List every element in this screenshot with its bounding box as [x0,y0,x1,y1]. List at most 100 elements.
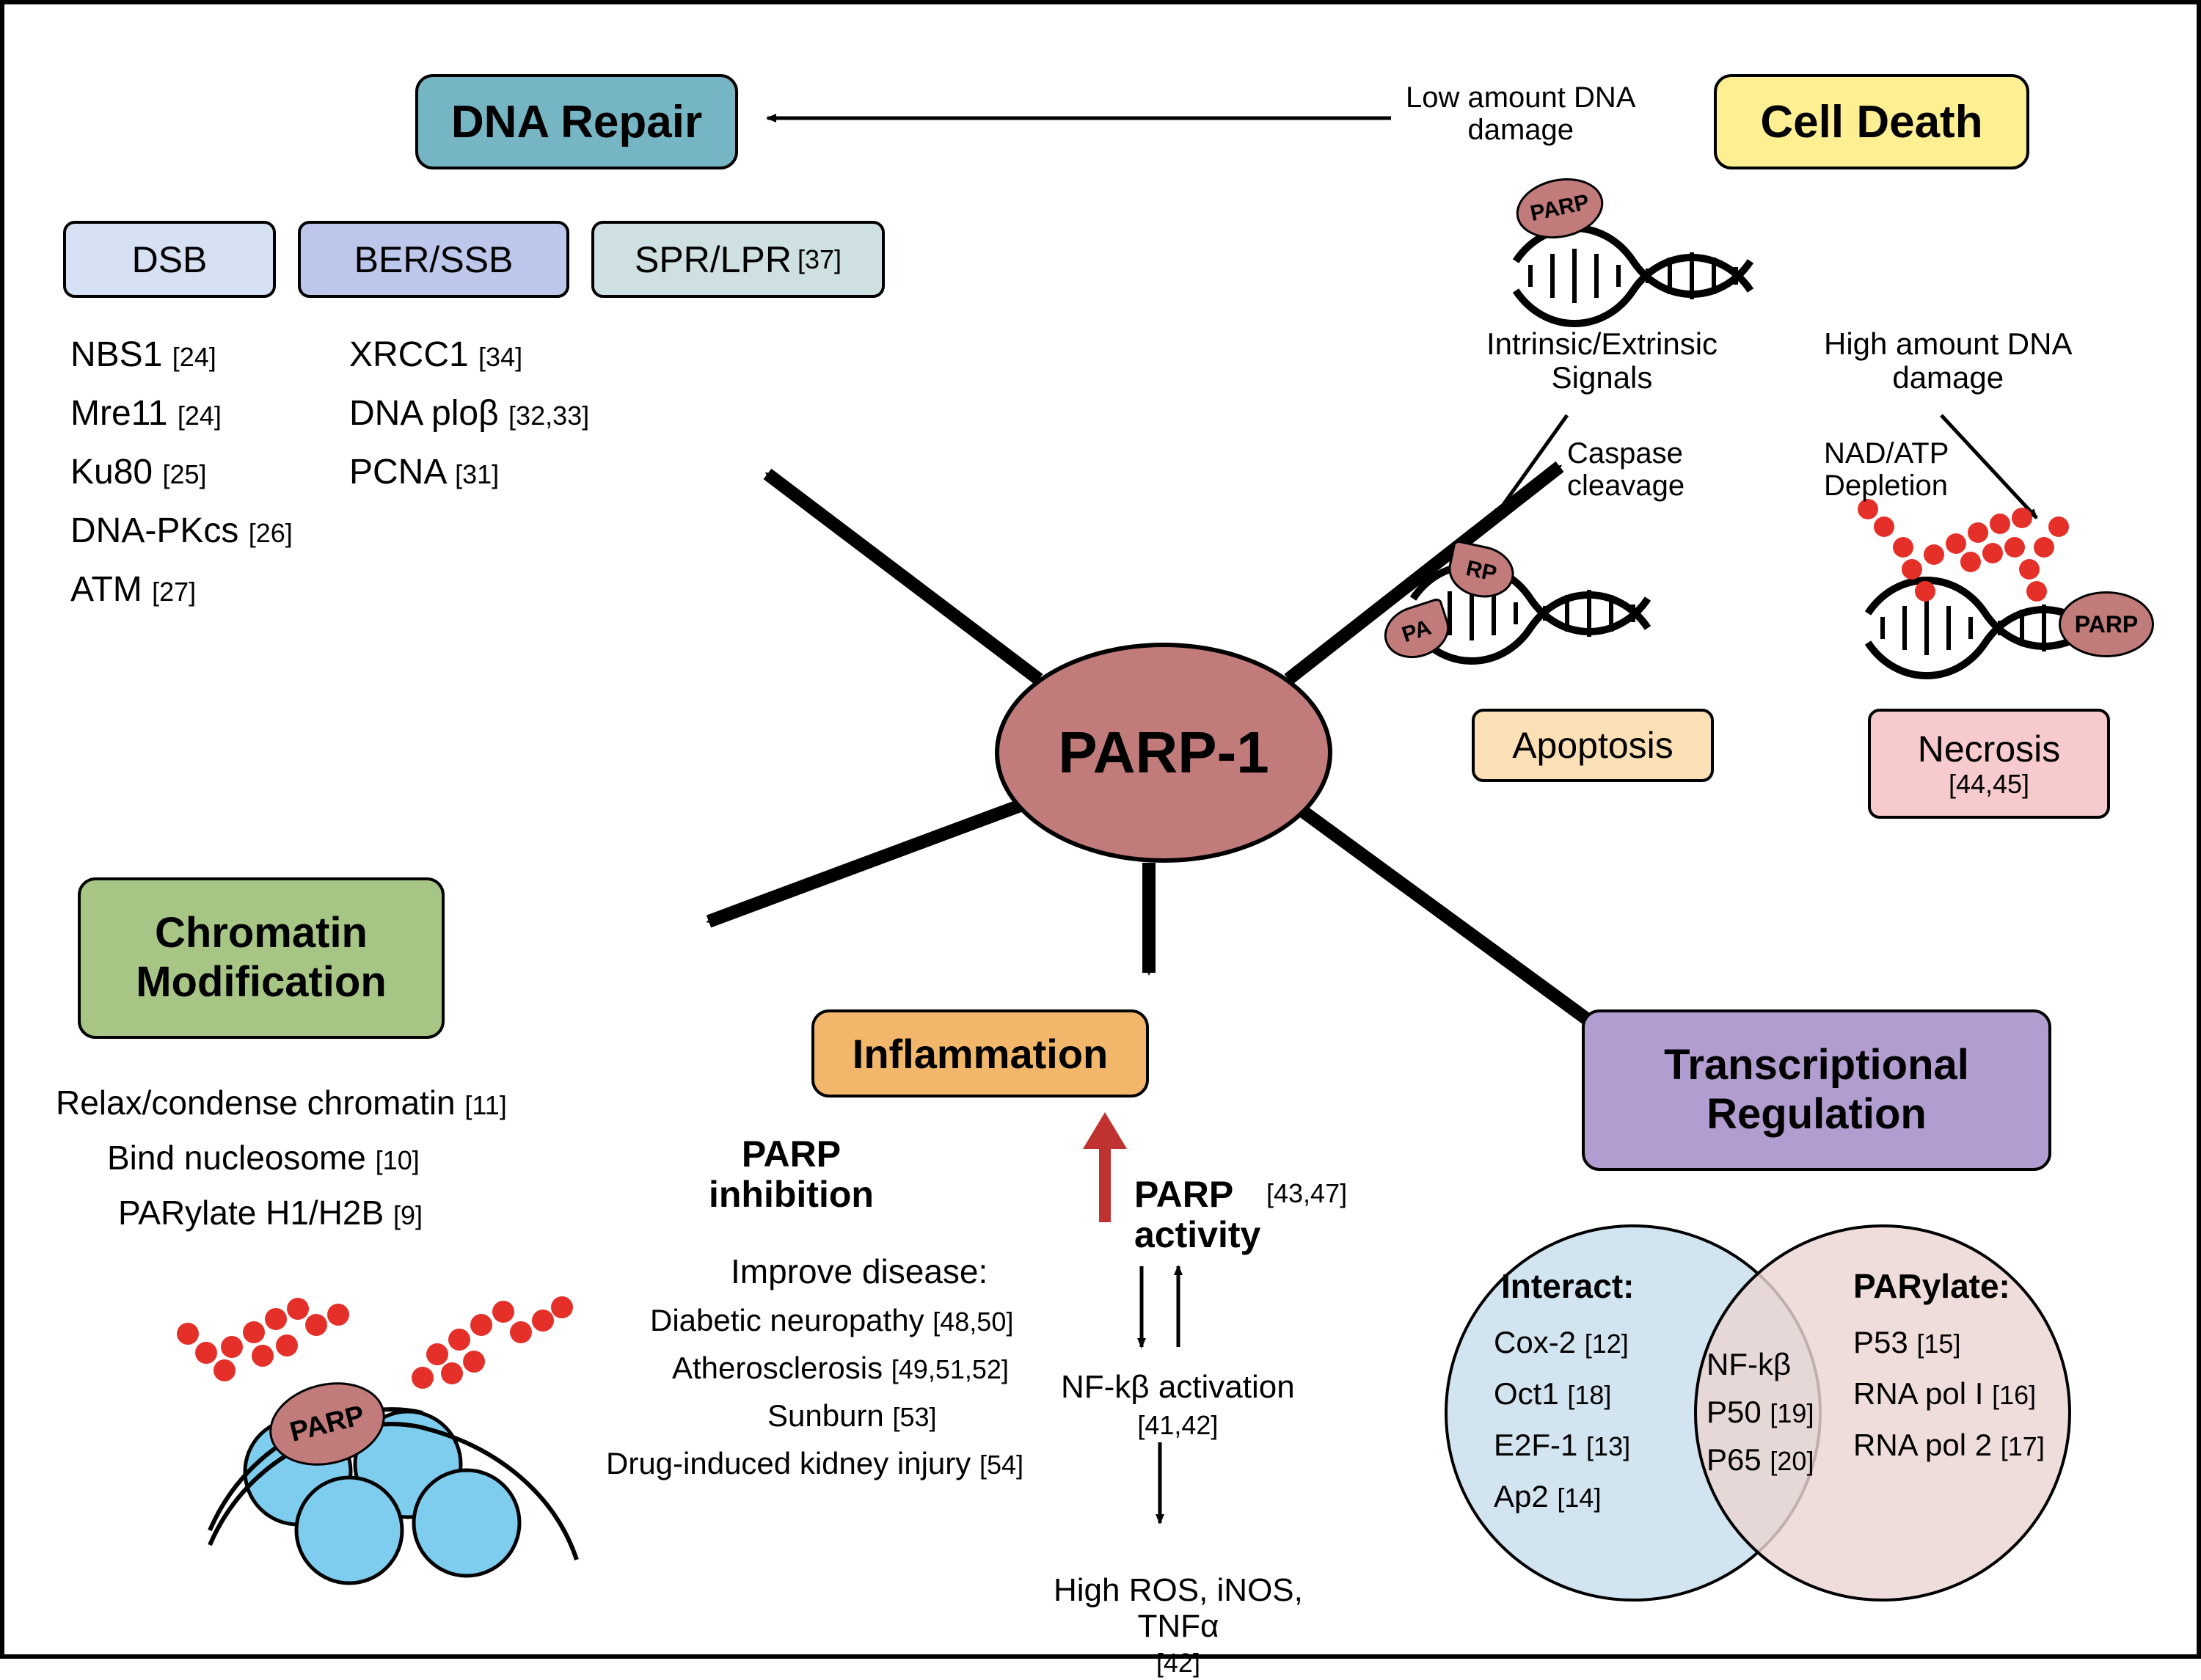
venn-overlap-2-ref: [20] [1770,1446,1814,1476]
transcription-box: Transcriptional Regulation [1582,1009,2051,1171]
ber-item-0-label: XRCC1 [349,335,469,374]
venn-overlap-1: P50 [19] [1707,1395,1814,1430]
chromatin-item-1-label: Bind nucleosome [107,1139,366,1177]
venn-right-0-ref: [15] [1916,1329,1960,1359]
venn-overlap-2: P65 [20] [1707,1442,1814,1478]
venn-overlap-2-label: P65 [1707,1442,1762,1477]
venn-right-title: PARylate: [1853,1266,2010,1306]
dsb-item-2-ref: [25] [162,459,206,489]
dsb-item-0: NBS1 [24] [70,335,216,375]
disease-3: Drug-induced kidney injury [54] [606,1446,1023,1481]
ber-item-2-label: PCNA [349,453,445,492]
venn-overlap-1-ref: [19] [1770,1398,1814,1428]
dsb-item-4: ATM [27] [70,569,196,610]
improve-disease-header: Improve disease: [731,1252,988,1291]
dsb-item-1-ref: [24] [178,401,222,431]
venn-overlap-1-label: P50 [1707,1395,1762,1429]
dsb-item-2-label: Ku80 [70,453,153,492]
venn-right-1: RNA pol I [16] [1853,1376,2036,1411]
dsb-label: DSB [132,238,208,281]
diagram-canvas: PARP-1 DNA Repair Cell Death Chromatin M… [0,0,2201,1659]
venn-left-title: Interact: [1501,1266,1634,1306]
spr-ref: [37] [797,244,842,275]
disease-2: Sunburn [53] [767,1398,937,1434]
parp-badge-chromatin: PARP [260,1370,394,1477]
ber-label: BER/SSB [354,238,514,281]
dsb-item-3: DNA-PKcs [26] [70,511,293,551]
dsb-item-1-label: Mre11 [70,394,168,433]
disease-1-ref: [49,51,52] [891,1354,1009,1384]
nucleosome [210,1409,577,1583]
chromatin-item-2: PARylate H1/H2B [9] [118,1193,423,1232]
venn-left-3: Ap2 [14] [1494,1479,1601,1514]
arrow-to-transcription [1303,811,1604,1031]
chromatin-label: Chromatin Modification [136,909,387,1007]
inflammation-box: Inflammation [811,1009,1149,1098]
rp-fragment-label: RP [1464,556,1499,587]
dna-repair-box: DNA Repair [415,74,738,169]
dsb-item-3-ref: [26] [249,518,293,548]
venn-left-2-label: E2F-1 [1494,1428,1577,1462]
parp-badge-necrosis-label: PARP [2075,611,2139,638]
ber-item-0: XRCC1 [34] [349,335,522,375]
apoptosis-label: Apoptosis [1512,724,1673,767]
ber-item-2: PCNA [31] [349,452,499,492]
disease-0: Diabetic neuropathy [48,50] [650,1303,1013,1338]
disease-2-ref: [53] [892,1402,936,1432]
dsb-item-2: Ku80 [25] [70,452,207,492]
venn-left-3-label: Ap2 [1494,1479,1549,1513]
parp-badge-intrinsic: PARP [1511,170,1609,246]
necrosis-box: Necrosis [44,45] [1868,709,2110,819]
disease-0-label: Diabetic neuropathy [650,1303,924,1337]
chromatin-par-dots [177,1296,573,1389]
venn-right-1-ref: [16] [1992,1380,2036,1410]
parp-badge-necrosis: PARP [2059,591,2154,657]
parp-activity-text: PARP activity [1134,1174,1260,1255]
pa-fragment-label: PA [1399,616,1434,649]
low-dna-damage-label: Low amount DNA damage [1406,81,1635,146]
dsb-item-4-ref: [27] [152,577,196,607]
disease-2-label: Sunburn [767,1398,884,1433]
helix-apoptosis [1413,566,1648,661]
parp-inhibition-label: PARP inhibition [709,1134,874,1215]
venn-left-1-ref: [18] [1567,1380,1611,1410]
chromatin-item-0-label: Relax/condense chromatin [56,1084,456,1122]
venn-left-3-ref: [14] [1557,1483,1601,1513]
nfkb-activation: NF-kβ activation [41,42] [1061,1369,1295,1442]
venn-left-2-ref: [13] [1586,1431,1630,1461]
pa-fragment: PA [1377,597,1456,666]
venn-right-2-ref: [17] [2001,1431,2045,1461]
venn-left-0-label: Cox-2 [1494,1325,1576,1359]
ber-item-0-ref: [34] [478,342,522,372]
dsb-item-1: Mre11 [24] [70,393,222,434]
disease-3-ref: [54] [979,1450,1023,1480]
ros-text: High ROS, iNOS, TNFα [1054,1572,1303,1643]
venn-left-0-ref: [12] [1585,1329,1629,1359]
caspase-label: Caspase cleavage [1567,437,1684,502]
arrow-to-chromatin [709,804,1024,921]
apoptosis-box: Apoptosis [1472,709,1714,782]
dsb-item-3-label: DNA-PKcs [70,511,238,550]
venn-left-1: Oct1 [18] [1494,1376,1611,1411]
nfkb-activation-ref: [41,42] [1137,1410,1218,1440]
venn-left-1-label: Oct1 [1494,1376,1559,1411]
dsb-item-4-label: ATM [70,570,142,609]
parp-activity-up-arrow [1083,1112,1127,1222]
high-damage-label: High amount DNA damage [1824,327,2072,395]
ber-item-1-ref: [32,33] [508,401,589,431]
dsb-pill: DSB [63,221,276,298]
disease-1-label: Atherosclerosis [672,1351,883,1385]
venn-right-2: RNA pol 2 [17] [1853,1428,2045,1463]
disease-1: Atherosclerosis [49,51,52] [672,1351,1009,1386]
venn-right-0: P53 [15] [1853,1325,1960,1360]
chromatin-item-2-label: PARylate H1/H2B [118,1194,384,1232]
venn-right-0-label: P53 [1853,1325,1908,1359]
chromatin-item-0: Relax/condense chromatin [11] [56,1083,507,1122]
parp1-label: PARP-1 [1058,719,1269,786]
cell-death-label: Cell Death [1760,96,1982,148]
cell-death-box: Cell Death [1714,74,2029,169]
parp-badge-intrinsic-label: PARP [1528,190,1591,227]
chromatin-item-2-ref: [9] [393,1200,423,1230]
nad-label: NAD/ATP Depletion [1824,437,1949,502]
parp-activity-ref: [43,47] [1266,1178,1347,1209]
